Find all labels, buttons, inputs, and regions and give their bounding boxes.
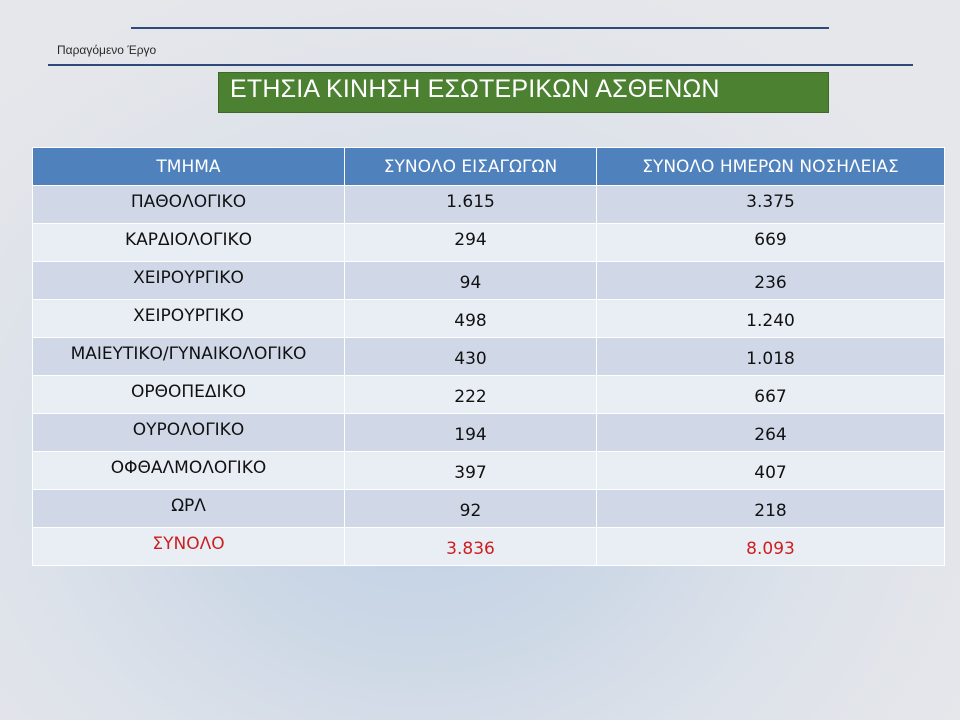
department-cell: ΟΥΡΟΛΟΓΙΚΟ [32,413,345,452]
table-row: ΟΥΡΟΛΟΓΙΚΟ 194 264 [32,413,945,452]
admissions-cell: 92 [344,489,597,528]
department-cell: ΩΡΛ [32,489,345,528]
department-cell: ΟΡΘΟΠΕΔΙΚΟ [32,375,345,414]
department-cell: ΚΑΡΔΙΟΛΟΓΙΚΟ [32,223,345,262]
table-row: ΚΑΡΔΙΟΛΟΓΙΚΟ 294 669 [32,223,945,262]
table-row: ΧΕΙΡΟΥΡΓΙΚΟ 498 1.240 [32,299,945,338]
total-label-cell: ΣΥΝΟΛΟ [32,527,345,566]
table-row: ΠΑΘΟΛΟΓΙΚΟ 1.615 3.375 [32,185,945,224]
admissions-cell: 1.615 [344,185,597,224]
top-divider [131,27,829,29]
header-divider [48,64,913,66]
table-row: ΩΡΛ 92 218 [32,489,945,528]
table-header-row: ΤΜΗΜΑ ΣΥΝΟΛΟ ΕΙΣΑΓΩΓΩΝ ΣΥΝΟΛΟ ΗΜΕΡΩΝ ΝΟΣ… [32,147,945,186]
department-cell: ΧΕΙΡΟΥΡΓΙΚΟ [32,261,345,300]
table-row: ΜΑΙΕΥΤΙΚΟ/ΓΥΝΑΙΚΟΛΟΓΙΚΟ 430 1.018 [32,337,945,376]
table-row: ΟΦΘΑΛΜΟΛΟΓΙΚΟ 397 407 [32,451,945,490]
admissions-cell: 94 [344,261,597,300]
column-header-hospital-days: ΣΥΝΟΛΟ ΗΜΕΡΩΝ ΝΟΣΗΛΕΙΑΣ [596,147,945,186]
table-row: ΧΕΙΡΟΥΡΓΙΚΟ 94 236 [32,261,945,300]
page-title: ΕΤΗΣΙΑ ΚΙΝΗΣΗ ΕΣΩΤΕΡΙΚΩΝ ΑΣΘΕΝΩΝ [230,75,720,103]
table-row: ΟΡΘΟΠΕΔΙΚΟ 222 667 [32,375,945,414]
hospital-days-cell: 669 [596,223,945,262]
total-hospital-days-cell: 8.093 [596,527,945,566]
department-cell: ΜΑΙΕΥΤΙΚΟ/ΓΥΝΑΙΚΟΛΟΓΙΚΟ [32,337,345,376]
hospital-days-cell: 407 [596,451,945,490]
hospital-days-cell: 236 [596,261,945,300]
admissions-cell: 397 [344,451,597,490]
page-subtitle: Παραγόμενο Έργο [57,43,157,57]
admissions-cell: 222 [344,375,597,414]
department-cell: ΧΕΙΡΟΥΡΓΙΚΟ [32,299,345,338]
title-banner: ΕΤΗΣΙΑ ΚΙΝΗΣΗ ΕΣΩΤΕΡΙΚΩΝ ΑΣΘΕΝΩΝ [218,72,829,113]
total-row: ΣΥΝΟΛΟ 3.836 8.093 [32,527,945,566]
department-cell: ΠΑΘΟΛΟΓΙΚΟ [32,185,345,224]
hospital-days-cell: 3.375 [596,185,945,224]
hospital-days-cell: 264 [596,413,945,452]
department-cell: ΟΦΘΑΛΜΟΛΟΓΙΚΟ [32,451,345,490]
hospital-days-cell: 667 [596,375,945,414]
admissions-cell: 430 [344,337,597,376]
inpatient-movement-table: ΤΜΗΜΑ ΣΥΝΟΛΟ ΕΙΣΑΓΩΓΩΝ ΣΥΝΟΛΟ ΗΜΕΡΩΝ ΝΟΣ… [32,147,945,566]
column-header-admissions: ΣΥΝΟΛΟ ΕΙΣΑΓΩΓΩΝ [344,147,597,186]
admissions-cell: 294 [344,223,597,262]
admissions-cell: 194 [344,413,597,452]
hospital-days-cell: 1.240 [596,299,945,338]
admissions-cell: 498 [344,299,597,338]
column-header-department: ΤΜΗΜΑ [32,147,345,186]
hospital-days-cell: 218 [596,489,945,528]
hospital-days-cell: 1.018 [596,337,945,376]
total-admissions-cell: 3.836 [344,527,597,566]
